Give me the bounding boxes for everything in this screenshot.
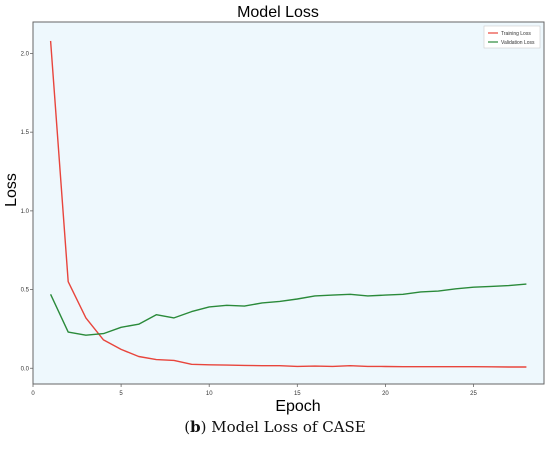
x-tick-label: 5	[119, 391, 123, 397]
y-tick-label: 1.5	[21, 130, 30, 136]
series-lines	[49, 40, 527, 368]
x-tick-label: 0	[31, 391, 35, 397]
series-line-training-loss	[49, 40, 527, 368]
legend-entry: Training Loss	[501, 31, 531, 37]
y-tick-label: 2.0	[21, 51, 30, 57]
x-tick-label: 25	[470, 391, 477, 397]
y-tick-label: 1.0	[21, 209, 30, 215]
chart-title: Model Loss	[237, 4, 319, 21]
axis-ticks: 0 5 10 15 20 25 0.0 0.5 1.0 1.5 2.0	[21, 51, 478, 397]
y-axis-label: Loss	[3, 173, 20, 207]
plot-area	[32, 21, 545, 385]
y-tick-label: 0.5	[21, 288, 30, 294]
legend: Training Loss Validation Loss	[483, 25, 541, 49]
caption-text: Model Loss of CASE	[206, 418, 366, 436]
y-tick-label: 0.0	[21, 366, 30, 372]
caption-label: b	[190, 418, 201, 436]
x-axis-label: Epoch	[275, 398, 320, 415]
legend-entry: Validation Loss	[501, 40, 535, 46]
x-tick-label: 20	[382, 391, 389, 397]
x-tick-label: 15	[294, 391, 301, 397]
loss-chart: Model Loss 0 5 10 15 20 25 0.0 0.5 1.0 1.5 2.0 Epo…	[3, 4, 545, 415]
figure-caption: (b) Model Loss of CASE	[184, 418, 366, 436]
series-line-validation-loss	[49, 283, 527, 336]
x-tick-label: 10	[206, 391, 213, 397]
